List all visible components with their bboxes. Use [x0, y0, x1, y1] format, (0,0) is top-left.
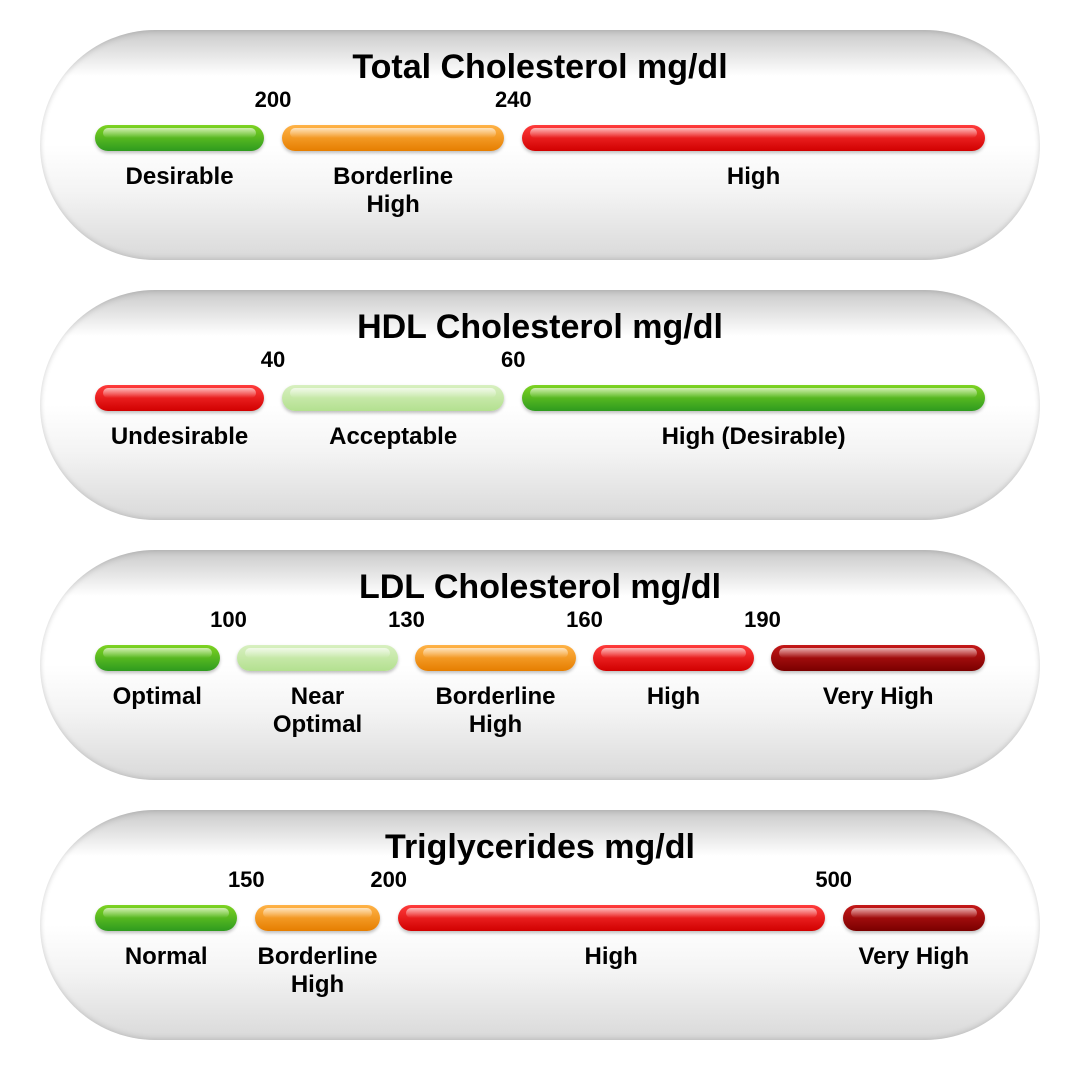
- range-label: Borderline High: [264, 163, 522, 218]
- panel-triglycerides: Triglycerides mg/dl Normal 150 Borderline …: [40, 810, 1040, 1040]
- range-label: Optimal: [77, 683, 237, 711]
- range-bar: [95, 385, 264, 411]
- range-bar: [255, 905, 380, 931]
- threshold-tick: 200: [255, 87, 292, 113]
- range-label: Normal: [77, 943, 255, 971]
- threshold-tick: 190: [744, 607, 781, 633]
- range-bar: [398, 905, 825, 931]
- range-bar: [95, 645, 220, 671]
- range-bar: [282, 125, 505, 151]
- range-label: Borderline High: [398, 683, 594, 738]
- range-label: High: [504, 163, 1002, 191]
- panel-title: LDL Cholesterol mg/dl: [95, 568, 985, 607]
- range-label: Desirable: [77, 163, 282, 191]
- panel-title: Total Cholesterol mg/dl: [95, 48, 985, 87]
- range-label: Borderline High: [237, 943, 397, 998]
- range-bar: [522, 125, 985, 151]
- panel-total-cholesterol: Total Cholesterol mg/dl Desirable 200 Bord…: [40, 30, 1040, 260]
- range-bar: [237, 645, 397, 671]
- range-bar: [415, 645, 575, 671]
- threshold-tick: 240: [495, 87, 532, 113]
- range-label: High: [576, 683, 772, 711]
- panel-title: HDL Cholesterol mg/dl: [95, 308, 985, 347]
- range-bar: [282, 385, 505, 411]
- threshold-tick: 150: [228, 867, 265, 893]
- threshold-tick: 500: [815, 867, 852, 893]
- threshold-tick: 160: [566, 607, 603, 633]
- threshold-tick: 40: [261, 347, 285, 373]
- range-bar: [593, 645, 753, 671]
- threshold-tick: 100: [210, 607, 247, 633]
- range-label: High: [380, 943, 843, 971]
- range-bar: [522, 385, 985, 411]
- bars-container: Normal150Borderline High200High500Very H…: [95, 867, 985, 1017]
- threshold-tick: 130: [388, 607, 425, 633]
- range-label: Very High: [754, 683, 1003, 711]
- panel-hdl-cholesterol: HDL Cholesterol mg/dl Undesirable 40 Accep…: [40, 290, 1040, 520]
- range-label: High (Desirable): [504, 423, 1002, 451]
- threshold-tick: 200: [370, 867, 407, 893]
- range-label: Undesirable: [77, 423, 282, 451]
- panel-ldl-cholesterol: LDL Cholesterol mg/dl Optimal 100 Near Opt…: [40, 550, 1040, 780]
- bars-container: Optimal100Near Optimal130Borderline High…: [95, 607, 985, 757]
- bars-container: Desirable200Borderline High240High: [95, 87, 985, 237]
- range-bar: [95, 125, 264, 151]
- range-bar: [771, 645, 985, 671]
- range-bar: [95, 905, 237, 931]
- bars-container: Undesirable40Acceptable60High (Desirable…: [95, 347, 985, 497]
- range-label: Near Optimal: [220, 683, 416, 738]
- range-label: Very High: [825, 943, 1003, 971]
- threshold-tick: 60: [501, 347, 525, 373]
- range-bar: [843, 905, 985, 931]
- panel-title: Triglycerides mg/dl: [95, 828, 985, 867]
- range-label: Acceptable: [264, 423, 522, 451]
